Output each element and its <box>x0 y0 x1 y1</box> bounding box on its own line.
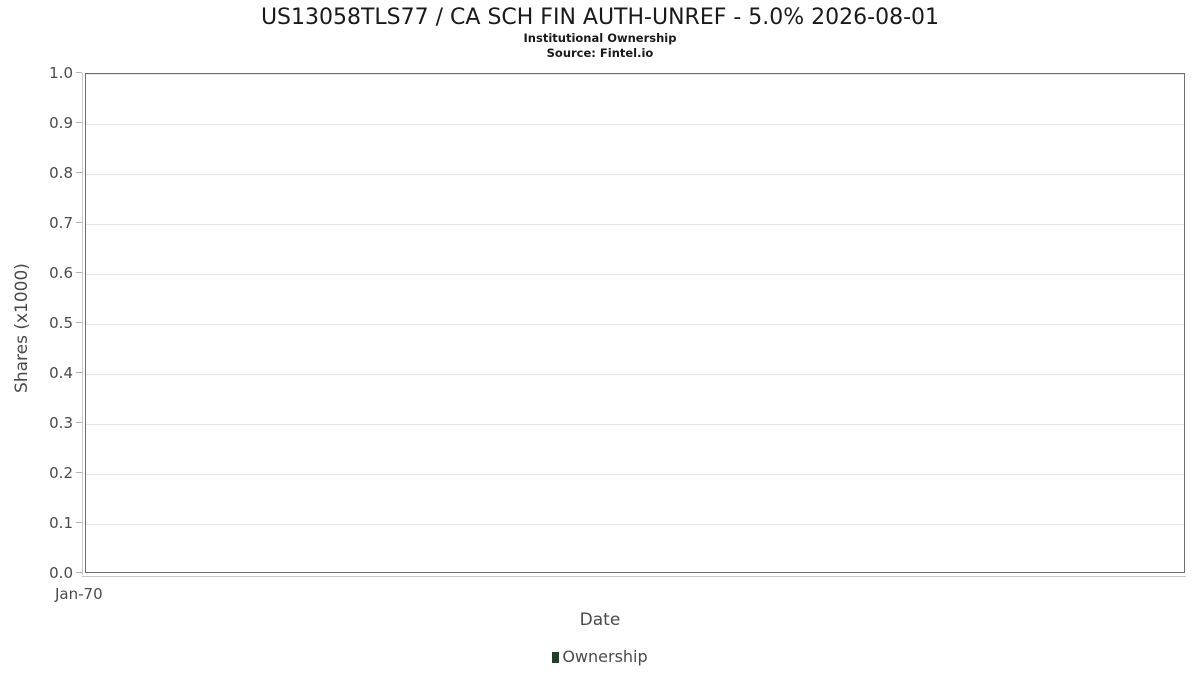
y-tick-mark <box>76 572 82 573</box>
y-tick-label: 0.0 <box>49 564 73 582</box>
y-tick-label: 0.3 <box>49 414 73 432</box>
y-tick-label: 0.7 <box>49 214 73 232</box>
legend-swatch-icon <box>552 651 560 663</box>
y-axis-tick: 1.0 <box>0 64 85 82</box>
y-tick-mark <box>76 522 82 523</box>
y-axis-title: Shares (x1000) <box>12 263 32 393</box>
y-tick-label: 0.4 <box>49 364 73 382</box>
y-tick-label: 0.5 <box>49 314 73 332</box>
y-tick-label: 0.6 <box>49 264 73 282</box>
y-axis-tick: 0.5 <box>0 314 85 332</box>
y-axis-tick: 0.0 <box>0 564 85 582</box>
y-tick-mark <box>76 172 82 173</box>
y-axis-tick: 0.3 <box>0 414 85 432</box>
y-tick-label: 0.2 <box>49 464 73 482</box>
y-axis-tick: 0.6 <box>0 264 85 282</box>
chart-title: US13058TLS77 / CA SCH FIN AUTH-UNREF - 5… <box>260 5 940 30</box>
y-axis-tick: 0.9 <box>0 114 85 132</box>
y-tick-mark <box>76 322 82 323</box>
y-axis-spine <box>82 73 83 575</box>
y-axis-tick: 0.2 <box>0 464 85 482</box>
x-tick-label: Jan-70 <box>55 585 103 603</box>
chart-subtitle: Institutional Ownership <box>523 31 677 45</box>
y-tick-mark <box>76 272 82 273</box>
y-tick-label: 0.9 <box>49 114 73 132</box>
y-tick-mark <box>76 472 82 473</box>
y-axis-tick: 0.8 <box>0 164 85 182</box>
plot-area <box>85 73 1185 573</box>
x-axis-spine <box>82 576 1186 577</box>
y-tick-mark <box>76 122 82 123</box>
y-axis-tick: 0.4 <box>0 364 85 382</box>
y-tick-label: 0.1 <box>49 514 73 532</box>
chart-header: US13058TLS77 / CA SCH FIN AUTH-UNREF - 5… <box>0 4 1200 61</box>
y-tick-mark <box>76 222 82 223</box>
chart-source-label: Source: Fintel.io <box>546 46 654 60</box>
legend-label: Ownership <box>562 647 648 666</box>
y-tick-mark <box>76 72 82 73</box>
y-tick-mark <box>76 422 82 423</box>
chart-legend: Ownership <box>0 648 1200 666</box>
y-tick-mark <box>76 372 82 373</box>
x-axis-title: Date <box>579 610 621 630</box>
y-tick-label: 1.0 <box>49 64 73 82</box>
legend-item[interactable]: Ownership <box>552 647 648 666</box>
y-axis-tick: 0.7 <box>0 214 85 232</box>
data-series-layer <box>86 74 1184 572</box>
y-axis-tick: 0.1 <box>0 514 85 532</box>
y-tick-label: 0.8 <box>49 164 73 182</box>
